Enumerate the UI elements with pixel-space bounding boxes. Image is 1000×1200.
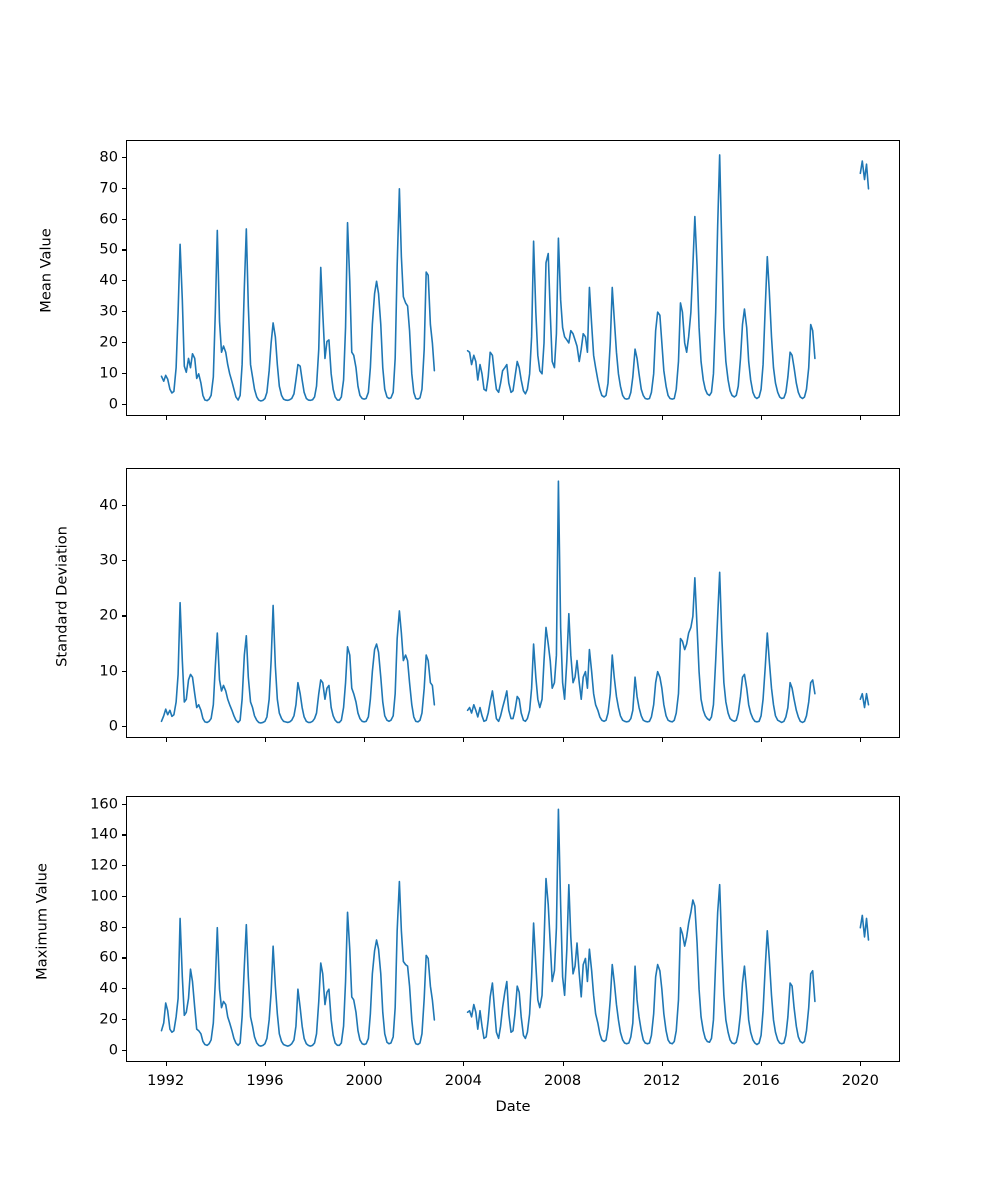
y-tick-mark xyxy=(121,957,126,959)
y-tick-label: 40 xyxy=(99,496,118,514)
y-tick-label: 0 xyxy=(108,1041,118,1059)
y-tick-mark xyxy=(121,988,126,990)
y-tick-mark xyxy=(121,865,126,867)
y-tick-mark xyxy=(121,187,126,189)
y-tick-label: 40 xyxy=(99,979,118,997)
y-tick-mark xyxy=(121,311,126,313)
y-tick-mark xyxy=(121,372,126,374)
x-tick-mark xyxy=(264,1062,267,1067)
standard-deviation-line-plot xyxy=(160,480,870,724)
y-tick-mark xyxy=(121,341,126,344)
maximum-value-axis-label: Maximum Value xyxy=(33,863,51,980)
x-tick-mark xyxy=(264,738,267,743)
y-tick-label: 100 xyxy=(90,887,118,905)
subplot-mean-value xyxy=(126,140,900,416)
y-tick-mark xyxy=(121,725,126,727)
y-tick-label: 20 xyxy=(99,333,118,351)
x-tick-label: 2016 xyxy=(742,1072,780,1089)
y-tick-label: 50 xyxy=(99,240,118,258)
y-tick-label: 20 xyxy=(99,606,118,624)
y-tick-label: 80 xyxy=(99,918,118,936)
y-tick-label: 140 xyxy=(90,825,118,843)
y-tick-mark xyxy=(121,803,126,805)
x-tick-mark xyxy=(264,416,267,421)
x-tick-mark xyxy=(860,1062,862,1067)
data-line-1991-2002 xyxy=(160,880,436,1047)
y-tick-mark xyxy=(121,403,126,405)
x-tick-mark xyxy=(463,1062,465,1067)
y-tick-mark xyxy=(121,615,126,617)
x-tick-mark xyxy=(364,416,366,421)
y-tick-label: 80 xyxy=(99,148,118,166)
x-tick-mark xyxy=(165,1062,167,1067)
x-tick-mark xyxy=(165,416,167,421)
maximum-value-line-plot xyxy=(160,808,870,1047)
x-tick-mark xyxy=(364,738,366,743)
mean-value-axis-label: Mean Value xyxy=(37,228,55,313)
x-tick-mark xyxy=(661,416,663,421)
data-line-2004-2018 xyxy=(466,480,816,724)
data-line-2004-2018 xyxy=(466,154,816,400)
x-tick-mark xyxy=(562,1062,564,1067)
data-line-2020 xyxy=(859,160,870,190)
y-tick-label: 120 xyxy=(90,856,118,874)
x-tick-label: 2000 xyxy=(345,1072,383,1089)
y-tick-label: 10 xyxy=(99,662,118,680)
y-tick-mark xyxy=(121,834,126,836)
y-tick-label: 60 xyxy=(99,948,118,966)
y-tick-label: 60 xyxy=(99,210,118,228)
y-tick-mark xyxy=(121,156,126,159)
y-tick-mark xyxy=(121,280,126,282)
data-line-1991-2002 xyxy=(160,187,436,402)
y-tick-mark xyxy=(121,1049,126,1051)
x-tick-mark xyxy=(860,738,862,743)
y-tick-mark xyxy=(121,504,126,507)
subplot-maximum-value xyxy=(126,796,900,1062)
x-tick-label: 2012 xyxy=(643,1072,681,1089)
subplot-standard-deviation xyxy=(126,468,900,738)
y-tick-label: 20 xyxy=(99,1010,118,1028)
x-tick-mark xyxy=(860,416,862,421)
x-tick-mark xyxy=(562,738,564,743)
date-axis-label: Date xyxy=(495,1098,531,1115)
y-tick-mark xyxy=(121,926,126,928)
x-tick-mark xyxy=(463,738,465,743)
x-tick-mark xyxy=(761,1062,763,1067)
x-tick-mark xyxy=(761,738,763,743)
x-tick-mark xyxy=(364,1062,366,1067)
y-tick-label: 30 xyxy=(99,551,118,569)
x-tick-mark xyxy=(562,416,564,421)
y-tick-label: 160 xyxy=(90,795,118,813)
y-tick-label: 0 xyxy=(108,395,118,413)
x-tick-label: 2008 xyxy=(544,1072,582,1089)
y-tick-mark xyxy=(121,560,126,562)
x-tick-label: 2020 xyxy=(841,1072,879,1089)
y-tick-label: 30 xyxy=(99,302,118,320)
data-line-2004-2018 xyxy=(466,808,816,1046)
x-tick-mark xyxy=(661,738,663,743)
y-tick-mark xyxy=(121,1018,126,1021)
y-tick-label: 40 xyxy=(99,271,118,289)
x-tick-mark xyxy=(165,738,167,743)
x-tick-mark xyxy=(661,1062,663,1067)
y-tick-label: 70 xyxy=(99,179,118,197)
standard-deviation-axis-label: Standard Deviation xyxy=(53,526,71,667)
x-tick-label: 1996 xyxy=(246,1072,284,1089)
data-line-2020 xyxy=(859,692,870,709)
y-tick-mark xyxy=(121,249,126,251)
y-tick-mark xyxy=(121,670,126,672)
x-tick-label: 2004 xyxy=(444,1072,482,1089)
y-tick-label: 0 xyxy=(108,717,118,735)
x-tick-label: 1992 xyxy=(147,1072,185,1089)
mean-value-line-plot xyxy=(160,154,870,402)
data-line-1991-2002 xyxy=(160,601,436,724)
y-tick-mark xyxy=(121,895,126,898)
x-tick-mark xyxy=(463,416,465,421)
x-tick-mark xyxy=(761,416,763,421)
data-line-2020 xyxy=(859,914,870,941)
y-tick-label: 10 xyxy=(99,364,118,382)
y-tick-mark xyxy=(121,218,126,220)
